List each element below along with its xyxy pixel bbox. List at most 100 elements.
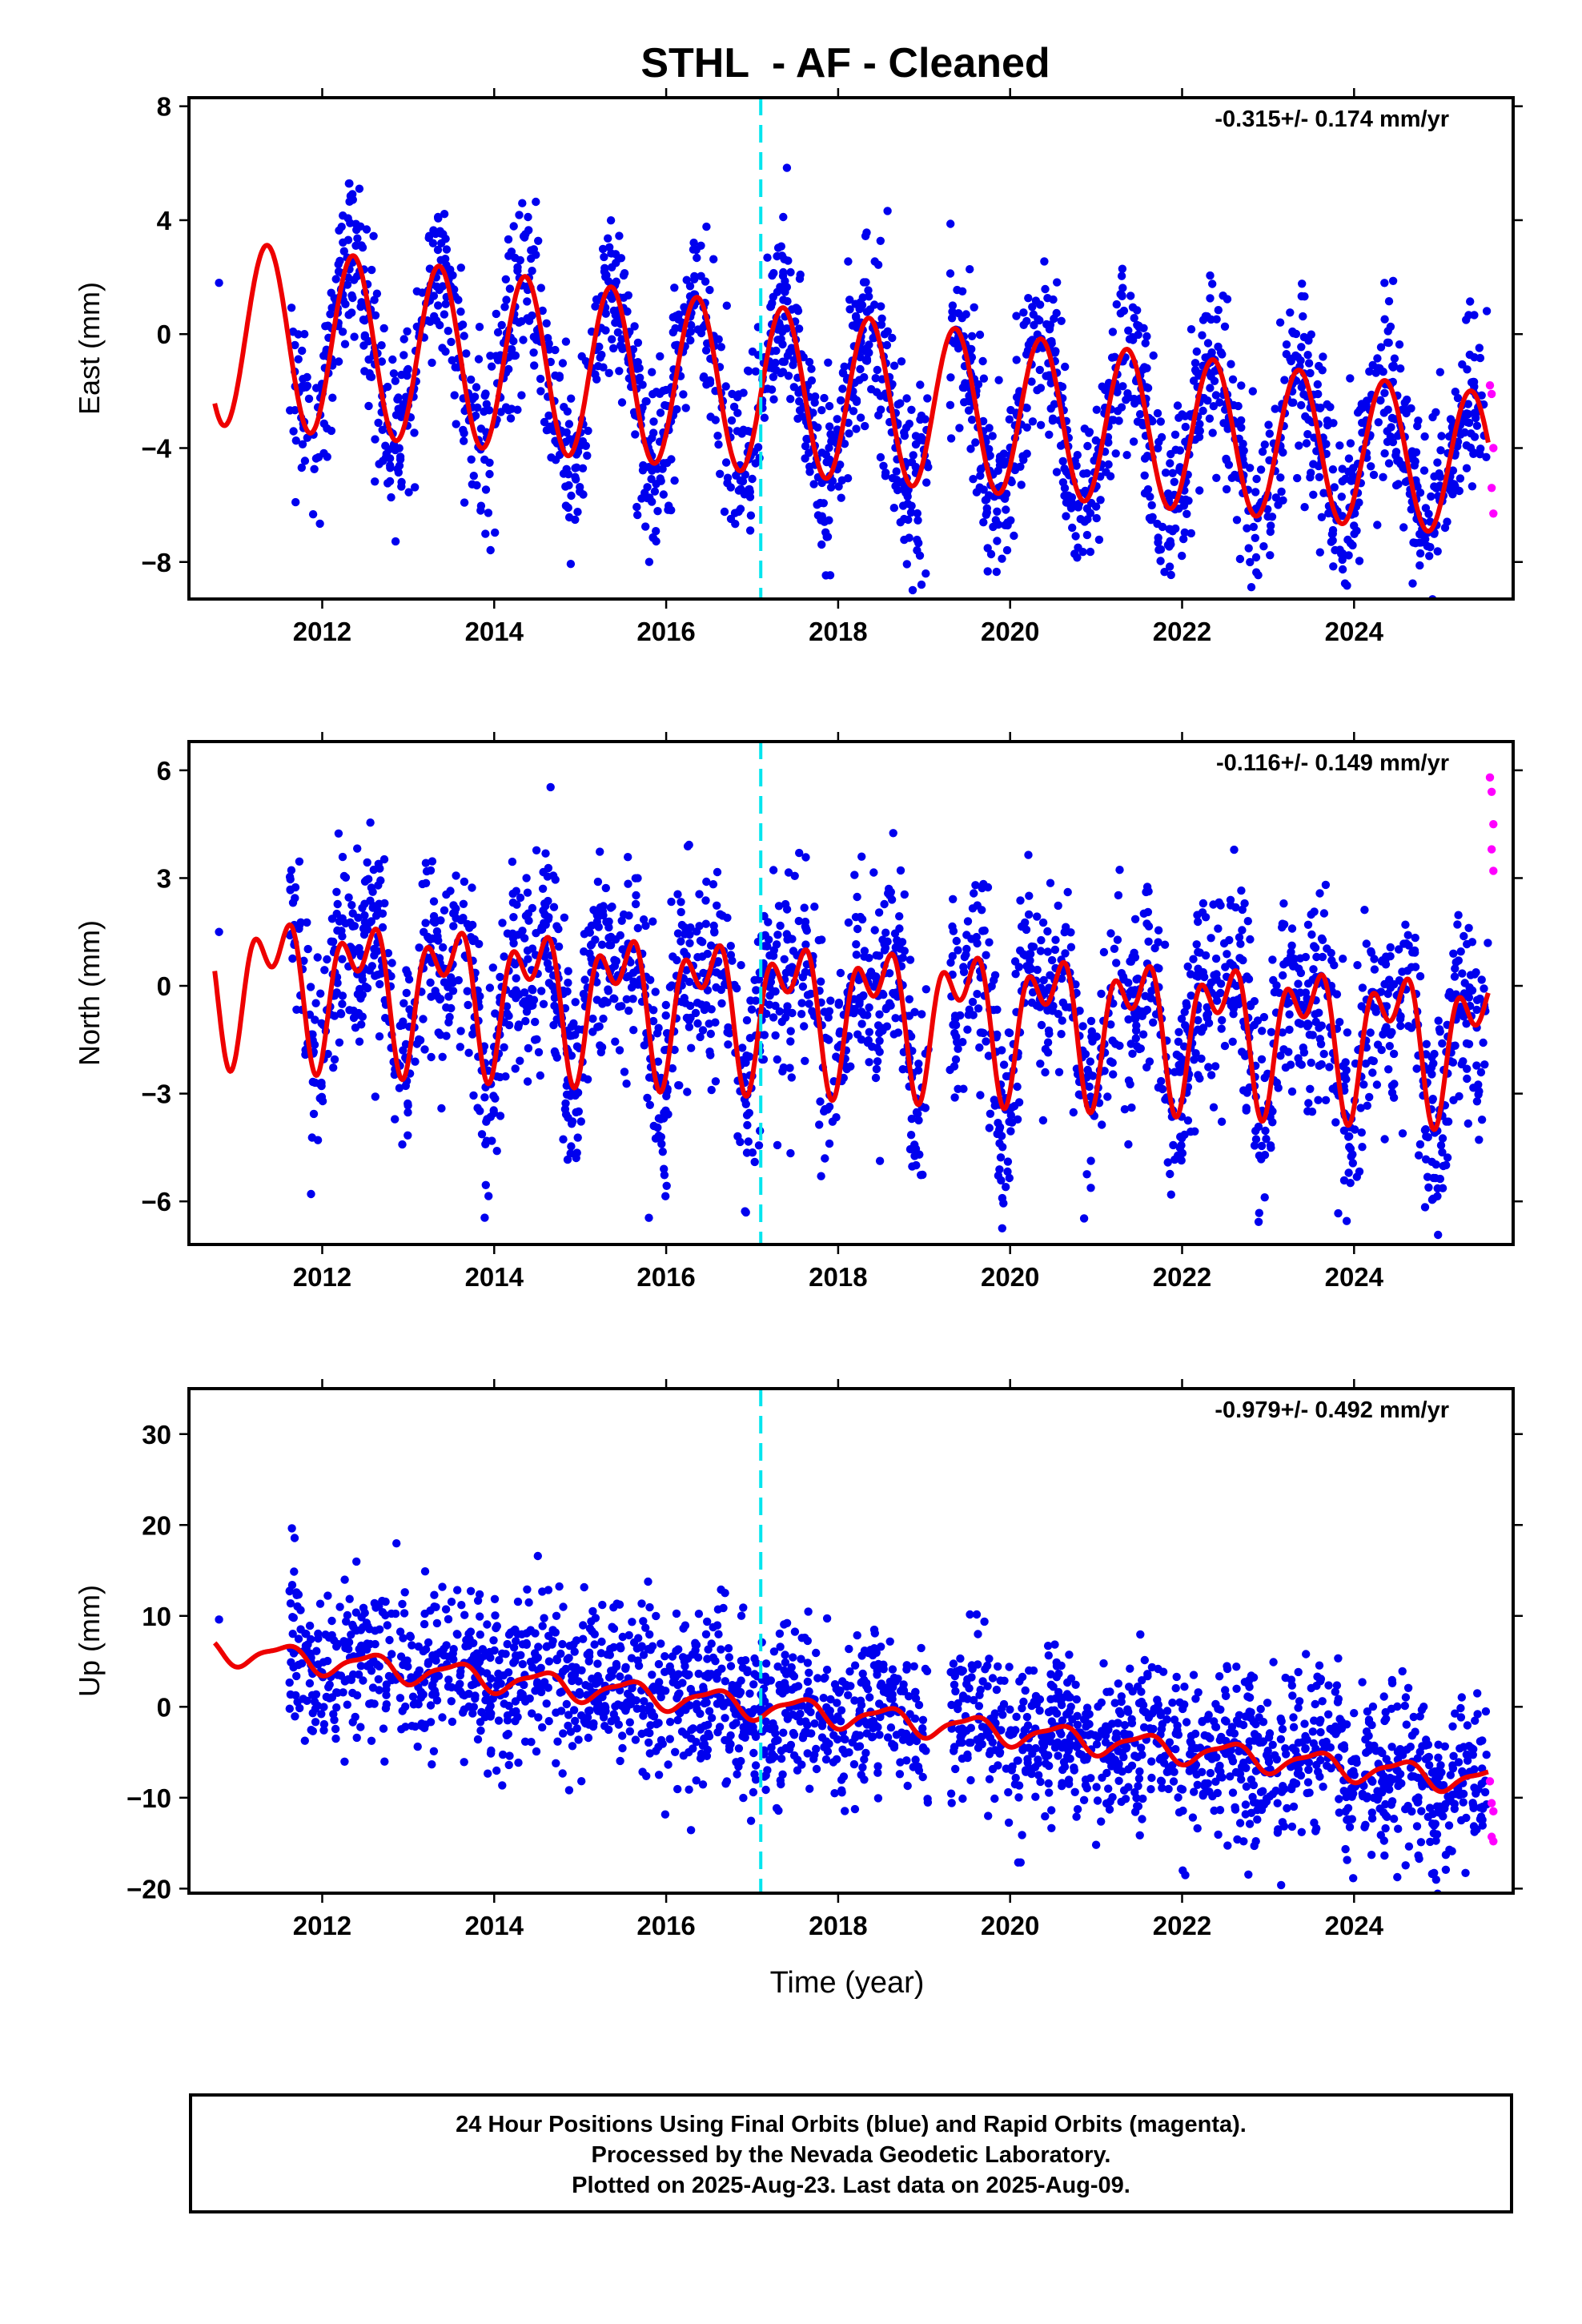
data-point — [304, 394, 314, 404]
data-point — [1428, 412, 1437, 422]
data-point — [857, 1019, 866, 1028]
data-point — [1130, 314, 1138, 323]
data-point — [752, 986, 761, 995]
data-point — [1296, 1019, 1306, 1028]
data-point — [1293, 352, 1303, 361]
data-point — [334, 357, 343, 366]
data-point — [1143, 485, 1153, 494]
data-point — [492, 309, 500, 319]
data-point — [1445, 987, 1455, 997]
data-point — [591, 935, 600, 944]
data-point — [404, 488, 413, 497]
data-point — [1340, 1072, 1349, 1080]
data-point — [883, 937, 892, 946]
data-point — [650, 487, 660, 496]
data-point — [387, 493, 396, 502]
data-point — [481, 529, 490, 538]
data-point — [460, 332, 468, 340]
data-point — [1157, 432, 1166, 442]
data-point — [1140, 471, 1149, 480]
data-point — [656, 1132, 665, 1142]
data-point — [1321, 880, 1331, 890]
data-point — [903, 499, 913, 509]
data-point — [833, 415, 841, 424]
data-point — [1386, 983, 1395, 992]
data-point — [511, 253, 520, 263]
data-point — [438, 1052, 447, 1062]
data-point — [1328, 525, 1338, 535]
data-point — [310, 1040, 319, 1049]
data-point — [323, 452, 331, 461]
data-point — [1024, 850, 1033, 859]
data-point — [1379, 408, 1389, 417]
data-point — [395, 1084, 404, 1092]
data-point — [328, 937, 338, 947]
data-point — [1118, 382, 1127, 391]
data-point — [373, 947, 382, 955]
data-point — [815, 1120, 824, 1129]
data-point — [347, 901, 356, 910]
data-point — [1235, 1819, 1245, 1827]
data-point — [604, 917, 613, 927]
y-tick-label: 0 — [157, 971, 171, 1001]
data-point — [641, 397, 650, 406]
data-point — [488, 1136, 496, 1145]
data-point — [471, 411, 480, 420]
data-point — [291, 406, 299, 415]
data-point — [428, 857, 437, 866]
data-point — [1310, 907, 1319, 916]
data-point — [1373, 354, 1382, 363]
data-point — [369, 865, 378, 875]
data-point — [364, 875, 373, 883]
data-point — [1069, 1108, 1078, 1117]
data-point — [979, 879, 988, 889]
data-point — [518, 927, 527, 935]
data-point — [1403, 395, 1411, 404]
data-point — [1398, 967, 1407, 976]
data-point — [1154, 538, 1162, 547]
data-point — [1103, 1092, 1112, 1101]
data-point — [972, 488, 982, 497]
data-point — [1379, 472, 1387, 481]
data-point — [339, 871, 349, 881]
data-point — [1139, 324, 1148, 332]
data-point — [669, 328, 677, 337]
data-point — [504, 251, 513, 260]
data-point — [1149, 351, 1158, 360]
data-point — [1370, 1003, 1379, 1012]
data-point — [444, 327, 452, 336]
data-point — [852, 951, 861, 959]
data-point — [1166, 1190, 1176, 1199]
data-point — [877, 302, 885, 311]
data-point — [737, 961, 745, 970]
data-point — [617, 335, 626, 344]
data-point — [1403, 931, 1412, 939]
data-point — [560, 913, 569, 923]
data-point — [967, 344, 976, 354]
data-point — [865, 1027, 874, 1037]
data-point — [952, 1032, 961, 1041]
data-point — [1260, 1193, 1269, 1202]
data-point — [1045, 1029, 1054, 1038]
data-point — [374, 418, 383, 428]
data-point — [291, 497, 300, 507]
data-point — [1005, 415, 1014, 424]
data-point — [538, 1622, 547, 1630]
data-point — [769, 951, 778, 960]
data-point — [460, 436, 468, 445]
data-point — [433, 212, 443, 222]
data-point — [1047, 339, 1056, 348]
data-point — [766, 978, 776, 987]
data-point — [716, 469, 725, 478]
data-point — [494, 1716, 504, 1725]
data-point — [1128, 1049, 1137, 1059]
data-point — [985, 444, 994, 453]
data-point — [1080, 424, 1090, 433]
data-point — [875, 951, 884, 960]
x-tick-label: 2020 — [981, 617, 1039, 646]
data-point — [1389, 361, 1399, 370]
data-point — [373, 906, 382, 915]
data-point — [783, 297, 792, 306]
data-point — [1451, 388, 1460, 396]
data-point — [907, 1114, 917, 1124]
